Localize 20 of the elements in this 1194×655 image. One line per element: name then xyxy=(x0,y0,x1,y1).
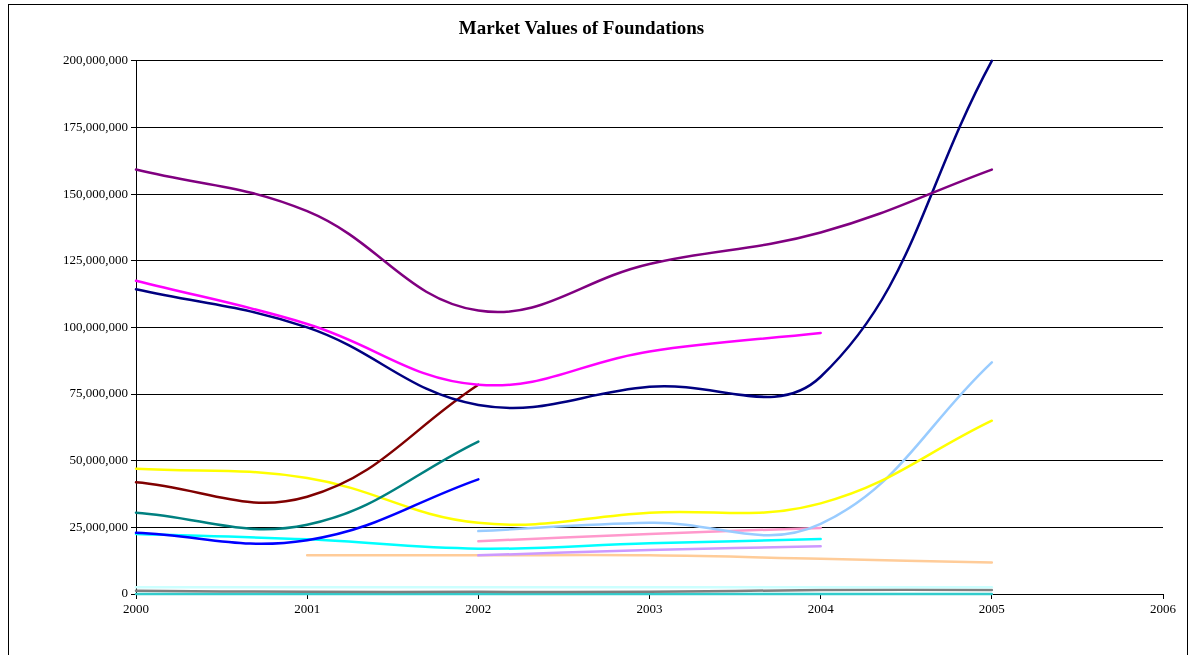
y-tick-label: 100,000,000 xyxy=(63,318,128,334)
y-tick-label: 200,000,000 xyxy=(63,52,128,68)
y-tick-label: 125,000,000 xyxy=(63,252,128,268)
x-tick-label: 2003 xyxy=(636,601,663,617)
y-tick-label: 175,000,000 xyxy=(63,118,128,134)
x-tick-label: 2004 xyxy=(807,601,835,617)
x-tick-label: 2005 xyxy=(978,601,1005,617)
x-tick-label: 2001 xyxy=(294,601,321,617)
line-series xyxy=(134,419,994,526)
line-series xyxy=(134,279,822,387)
y-tick-label: 0 xyxy=(121,585,128,601)
y-tick-label: 50,000,000 xyxy=(69,452,128,468)
x-tick-label: 2002 xyxy=(465,601,492,617)
y-tick-label: 75,000,000 xyxy=(69,385,128,401)
y-tick-label: 25,000,000 xyxy=(69,518,128,534)
y-tick-label: 150,000,000 xyxy=(63,185,128,201)
line-series xyxy=(134,532,822,551)
chart-title: Market Values of Foundations xyxy=(458,17,705,39)
x-tick-label: 2006 xyxy=(1150,601,1177,617)
x-tick-label: 2000 xyxy=(123,601,149,617)
